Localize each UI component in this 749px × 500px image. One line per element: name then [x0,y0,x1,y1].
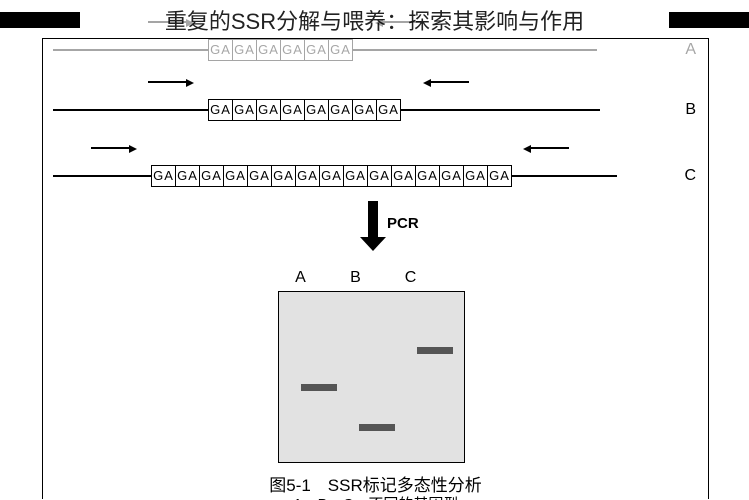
primer-rev-A [383,21,421,23]
primer-fwd-C [91,147,129,149]
primer-rev-B [431,81,469,83]
figure-subcaption: A、B、C—不同的基因型 [43,493,708,500]
gel-lane-labels: ABC [273,269,438,287]
repeat-box-B: GAGAGAGAGAGAGAGA [208,99,401,121]
strand-label-A: A [685,41,696,59]
primer-fwd-B [148,81,186,83]
gel-band-B [359,424,395,431]
figure-frame: GAGAGAGAGAGAAGAGAGAGAGAGAGAGABGAGAGAGAGA… [42,38,709,499]
strand-A: GAGAGAGAGAGA A [43,31,708,71]
strand-B: GAGAGAGAGAGAGAGA B [43,91,708,131]
gel-box [278,291,465,463]
gel-band-A [301,384,337,391]
primer-rev-C [531,147,569,149]
repeat-box-C: GAGAGAGAGAGAGAGAGAGAGAGAGAGAGA [151,165,512,187]
primer-fwd-A [148,21,186,23]
repeat-box-A: GAGAGAGAGAGA [208,39,353,61]
strand-label-C: C [684,167,696,185]
page: 重复的SSR分解与喂养：探索其影响与作用 GAGAGAGAGAGAAGAGAGA… [0,0,749,500]
strand-C: GAGAGAGAGAGAGAGAGAGAGAGAGAGAGA C [43,157,708,197]
pcr-label: PCR [387,215,419,232]
gel-band-C [417,347,453,354]
strand-label-B: B [685,101,696,119]
